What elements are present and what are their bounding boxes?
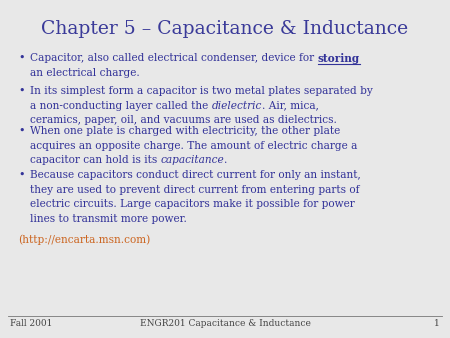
- Text: capacitor can hold is its: capacitor can hold is its: [30, 155, 161, 165]
- Text: 1: 1: [434, 319, 440, 328]
- Text: •: •: [18, 53, 25, 63]
- Text: lines to transmit more power.: lines to transmit more power.: [30, 214, 187, 224]
- Text: ceramics, paper, oil, and vacuums are used as dielectrics.: ceramics, paper, oil, and vacuums are us…: [30, 115, 337, 125]
- Text: Fall 2001: Fall 2001: [10, 319, 52, 328]
- Text: acquires an opposite charge. The amount of electric charge a: acquires an opposite charge. The amount …: [30, 141, 357, 150]
- Text: Because capacitors conduct direct current for only an instant,: Because capacitors conduct direct curren…: [30, 170, 361, 180]
- Text: a non-conducting layer called the: a non-conducting layer called the: [30, 101, 212, 111]
- Text: In its simplest form a capacitor is two metal plates separated by: In its simplest form a capacitor is two …: [30, 86, 373, 96]
- Text: capacitance: capacitance: [161, 155, 225, 165]
- Text: •: •: [18, 170, 25, 180]
- Text: •: •: [18, 86, 25, 96]
- Text: storing: storing: [318, 53, 360, 64]
- Text: When one plate is charged with electricity, the other plate: When one plate is charged with electrici…: [30, 126, 340, 136]
- Text: an electrical charge.: an electrical charge.: [30, 68, 140, 77]
- Text: they are used to prevent direct current from entering parts of: they are used to prevent direct current …: [30, 185, 360, 195]
- Text: (http://encarta.msn.com): (http://encarta.msn.com): [18, 234, 150, 245]
- Text: Capacitor, also called electrical condenser, device for: Capacitor, also called electrical conden…: [30, 53, 318, 63]
- Text: dielectric: dielectric: [212, 101, 262, 111]
- Text: . Air, mica,: . Air, mica,: [262, 101, 319, 111]
- Text: •: •: [18, 126, 25, 136]
- Text: Chapter 5 – Capacitance & Inductance: Chapter 5 – Capacitance & Inductance: [41, 20, 409, 38]
- Text: ENGR201 Capacitance & Inductance: ENGR201 Capacitance & Inductance: [140, 319, 310, 328]
- Text: .: .: [225, 155, 228, 165]
- Text: electric circuits. Large capacitors make it possible for power: electric circuits. Large capacitors make…: [30, 199, 355, 209]
